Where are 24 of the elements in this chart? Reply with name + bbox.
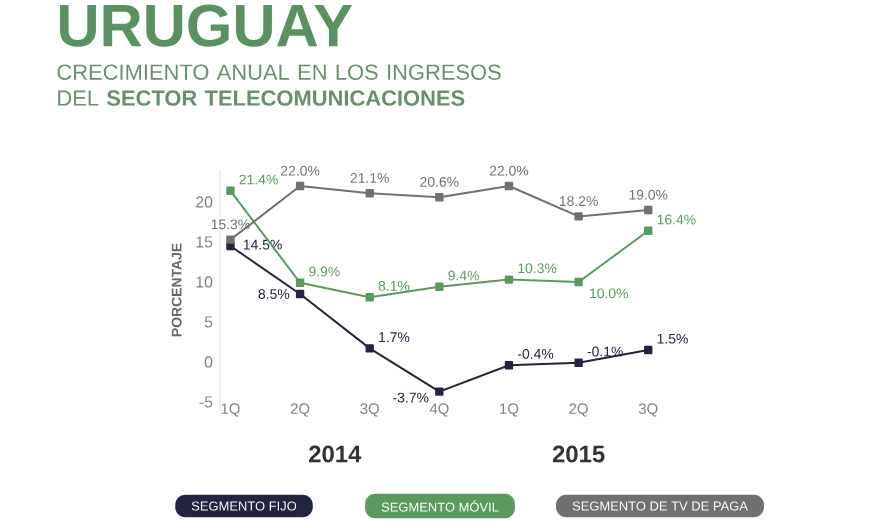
point [644, 226, 653, 235]
point [435, 387, 444, 396]
text: 2015 [552, 445, 605, 463]
point [504, 181, 514, 191]
point [365, 344, 374, 353]
point [365, 189, 374, 198]
point [574, 358, 583, 367]
point [295, 181, 305, 191]
point [295, 289, 305, 299]
point [504, 275, 514, 284]
chart-subtitle: CRECIMIENTO ANUAL EN LOS INGRESOS DEL SECTOR TELECOMUNICACIONES [57, 64, 501, 106]
point [644, 205, 653, 215]
point [435, 193, 444, 202]
point [644, 345, 653, 355]
text: 2014 [309, 445, 362, 463]
point [365, 293, 374, 302]
point [435, 282, 444, 291]
point [574, 277, 583, 287]
point [226, 186, 235, 195]
point [226, 235, 235, 244]
point [504, 361, 514, 370]
point [574, 212, 583, 221]
point [295, 278, 305, 287]
chart-title: URUGUAY [59, 4, 353, 47]
